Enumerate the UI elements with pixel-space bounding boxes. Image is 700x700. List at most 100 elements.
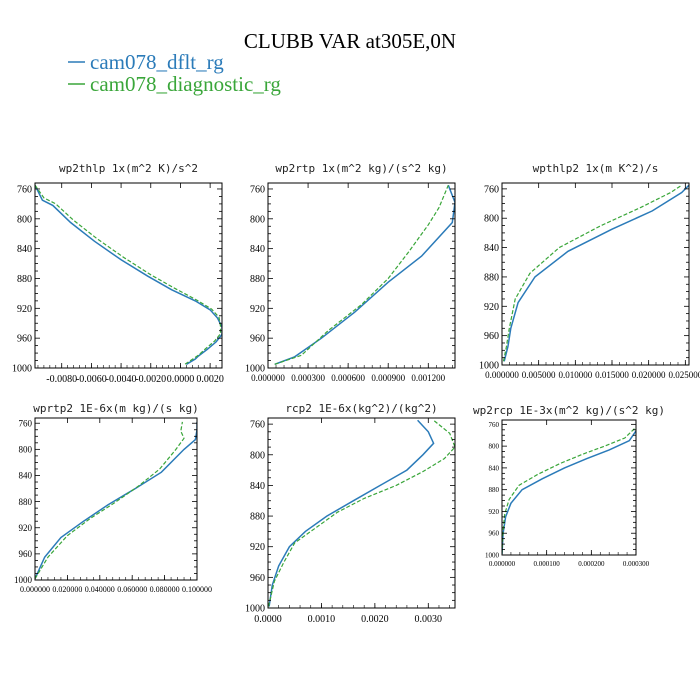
wp2thlp-series-diagnostic bbox=[35, 184, 222, 365]
wp2thlp-xtick-label: 0.0000 bbox=[167, 374, 195, 385]
wp2rcp-frame bbox=[501, 419, 637, 556]
wp2rcp-series-group bbox=[502, 426, 636, 554]
wp2rtp-title: wp2rtp 1x(m^2 kg)/(s^2 kg) bbox=[275, 162, 447, 175]
wp2rtp-xtick-label: 0.000000 bbox=[251, 373, 285, 383]
wp2rtp-xtick-label: 0.000900 bbox=[371, 373, 405, 383]
wp2thlp-xtick-label: -0.0060 bbox=[76, 374, 107, 385]
wprtp2-ytick-label: 880 bbox=[19, 497, 33, 507]
legend-entry-dflt: cam078_dflt_rg bbox=[68, 50, 224, 74]
wp2rcp-xtick-label: 0.000000 bbox=[489, 560, 516, 568]
wp2rtp-ytick-label: 1000 bbox=[245, 364, 265, 375]
legend: cam078_dflt_rg cam078_diagnostic_rg bbox=[68, 50, 281, 96]
rcp2-xtick-label: 0.0020 bbox=[361, 614, 389, 625]
wpthlp2-series-diagnostic bbox=[502, 184, 683, 362]
wpthlp2-xtick-label: 0.020000 bbox=[632, 370, 666, 380]
wprtp2-xtick-label: 0.000000 bbox=[20, 585, 50, 594]
wprtp2-ytick-label: 1000 bbox=[14, 575, 33, 585]
wpthlp2-ytick-label: 840 bbox=[484, 243, 499, 254]
wp2thlp-ytick-label: 760 bbox=[17, 184, 32, 195]
wp2rtp-series-dflt bbox=[274, 184, 455, 366]
rcp2-ytick-label: 760 bbox=[250, 420, 265, 431]
wprtp2-xtick-label: 0.040000 bbox=[85, 585, 115, 594]
wpthlp2-xtick-label: 0.015000 bbox=[595, 370, 629, 380]
wp2rtp-frame bbox=[267, 182, 456, 369]
wp2rtp-ytick-label: 920 bbox=[250, 304, 265, 315]
legend-label-dflt: cam078_dflt_rg bbox=[90, 50, 224, 74]
wprtp2-series-diagnostic bbox=[35, 421, 185, 580]
wp2rtp-ytick-label: 840 bbox=[250, 244, 265, 255]
rcp2-ytick-label: 800 bbox=[250, 450, 265, 461]
wpthlp2-ytick-label: 960 bbox=[484, 331, 499, 342]
wprtp2-ytick-label: 920 bbox=[19, 523, 33, 533]
wpthlp2-ytick-label: 760 bbox=[484, 184, 499, 195]
wpthlp2-xtick-label: 0.025000 bbox=[668, 370, 700, 380]
wp2rcp-ytick-label: 760 bbox=[489, 421, 500, 429]
legend-label-diagnostic: cam078_diagnostic_rg bbox=[90, 72, 281, 96]
wp2thlp-xtick-label: 0.0020 bbox=[196, 374, 224, 385]
wp2rtp-series-group bbox=[274, 184, 455, 366]
wp2thlp-ytick-label: 960 bbox=[17, 334, 32, 345]
wp2thlp-ytick-label: 880 bbox=[17, 274, 32, 285]
wpthlp2-xtick-label: 0.005000 bbox=[522, 370, 556, 380]
wp2rcp-series-diagnostic bbox=[502, 426, 636, 554]
wp2rcp-ytick-label: 1000 bbox=[485, 551, 500, 559]
wp2rtp-xtick-label: 0.001200 bbox=[411, 373, 445, 383]
rcp2-xtick-label: 0.0010 bbox=[308, 614, 336, 625]
wp2thlp-title: wp2thlp 1x(m^2 K)/s^2 bbox=[59, 162, 198, 175]
wprtp2-ytick-label: 840 bbox=[19, 471, 33, 481]
rcp2-ytick-label: 920 bbox=[250, 542, 265, 553]
wprtp2-series-group bbox=[35, 421, 197, 580]
rcp2-xtick-label: 0.0030 bbox=[415, 614, 443, 625]
wp2thlp-ytick-label: 840 bbox=[17, 244, 32, 255]
wp2thlp-xtick-label: -0.0080 bbox=[46, 374, 77, 385]
wp2thlp-series-dflt bbox=[35, 184, 222, 365]
wpthlp2-ytick-label: 800 bbox=[484, 214, 499, 225]
wp2rcp-series-dflt bbox=[502, 430, 636, 554]
wp2thlp-series-group bbox=[35, 184, 222, 365]
wpthlp2-series-dflt bbox=[503, 184, 689, 362]
wp2rtp-xtick-label: 0.000300 bbox=[291, 373, 325, 383]
wp2rcp-ytick-label: 960 bbox=[489, 530, 500, 538]
wpthlp2-ytick-label: 920 bbox=[484, 302, 499, 313]
wp2thlp-xtick-label: -0.0020 bbox=[135, 374, 166, 385]
rcp2-xtick-label: 0.0000 bbox=[254, 614, 282, 625]
wp2rtp-series-diagnostic bbox=[274, 184, 449, 365]
wprtp2-ytick-label: 800 bbox=[19, 445, 33, 455]
rcp2-ytick-label: 960 bbox=[250, 573, 265, 584]
wp2rtp-ytick-label: 760 bbox=[250, 184, 265, 195]
wpthlp2-series-group bbox=[502, 184, 689, 362]
wpthlp2-xtick-label: 0.010000 bbox=[558, 370, 592, 380]
wprtp2-ytick-label: 960 bbox=[19, 549, 33, 559]
wprtp2-xtick-label: 0.060000 bbox=[117, 585, 147, 594]
wprtp2-ytick-label: 760 bbox=[19, 418, 33, 428]
rcp2-series-dflt bbox=[268, 419, 435, 607]
wp2thlp-xtick-label: -0.0040 bbox=[106, 374, 137, 385]
wp2rcp-ytick-label: 920 bbox=[489, 508, 500, 516]
wp2rtp-ytick-label: 800 bbox=[250, 214, 265, 225]
wp2thlp-ytick-label: 800 bbox=[17, 214, 32, 225]
rcp2-series-diagnostic bbox=[268, 419, 455, 607]
wprtp2-title: wprtp2 1E-6x(m kg)/(s kg) bbox=[33, 402, 199, 415]
panel-wp2thlp: wp2thlp 1x(m^2 K)/s^2 760 800 840 880 920 960 1… bbox=[12, 162, 224, 385]
wp2thlp-frame bbox=[34, 182, 223, 369]
figure-title: CLUBB VAR at305E,0N bbox=[244, 29, 456, 53]
rcp2-ytick-label: 1000 bbox=[245, 604, 265, 615]
wpthlp2-frame bbox=[501, 182, 690, 366]
wp2rcp-ytick-label: 880 bbox=[489, 486, 500, 494]
wp2rcp-xtick-label: 0.000300 bbox=[623, 560, 650, 568]
panel-wprtp2: wprtp2 1E-6x(m kg)/(s kg)760 800 840 880 920… bbox=[14, 402, 212, 594]
wp2rcp-xtick-label: 0.000100 bbox=[534, 560, 561, 568]
wprtp2-frame bbox=[34, 417, 198, 581]
wprtp2-xtick-label: 0.100000 bbox=[182, 585, 212, 594]
wpthlp2-xtick-label: 0.000000 bbox=[485, 370, 519, 380]
wp2rcp-ytick-label: 800 bbox=[489, 443, 500, 451]
wprtp2-series-dflt bbox=[35, 421, 197, 580]
wp2rcp-title: wp2rcp 1E-3x(m^2 kg)/(s^2 kg) bbox=[473, 404, 665, 417]
wp2rtp-xtick-label: 0.000600 bbox=[331, 373, 365, 383]
wp2rcp-xtick-label: 0.000200 bbox=[578, 560, 605, 568]
rcp2-ytick-label: 880 bbox=[250, 512, 265, 523]
panel-wp2rtp: wp2rtp 1x(m^2 kg)/(s^2 kg) 760 800 840 880 92… bbox=[245, 162, 456, 383]
wprtp2-xtick-label: 0.080000 bbox=[150, 585, 180, 594]
rcp2-title: rcp2 1E-6x(kg^2)/(kg^2) bbox=[285, 402, 437, 415]
